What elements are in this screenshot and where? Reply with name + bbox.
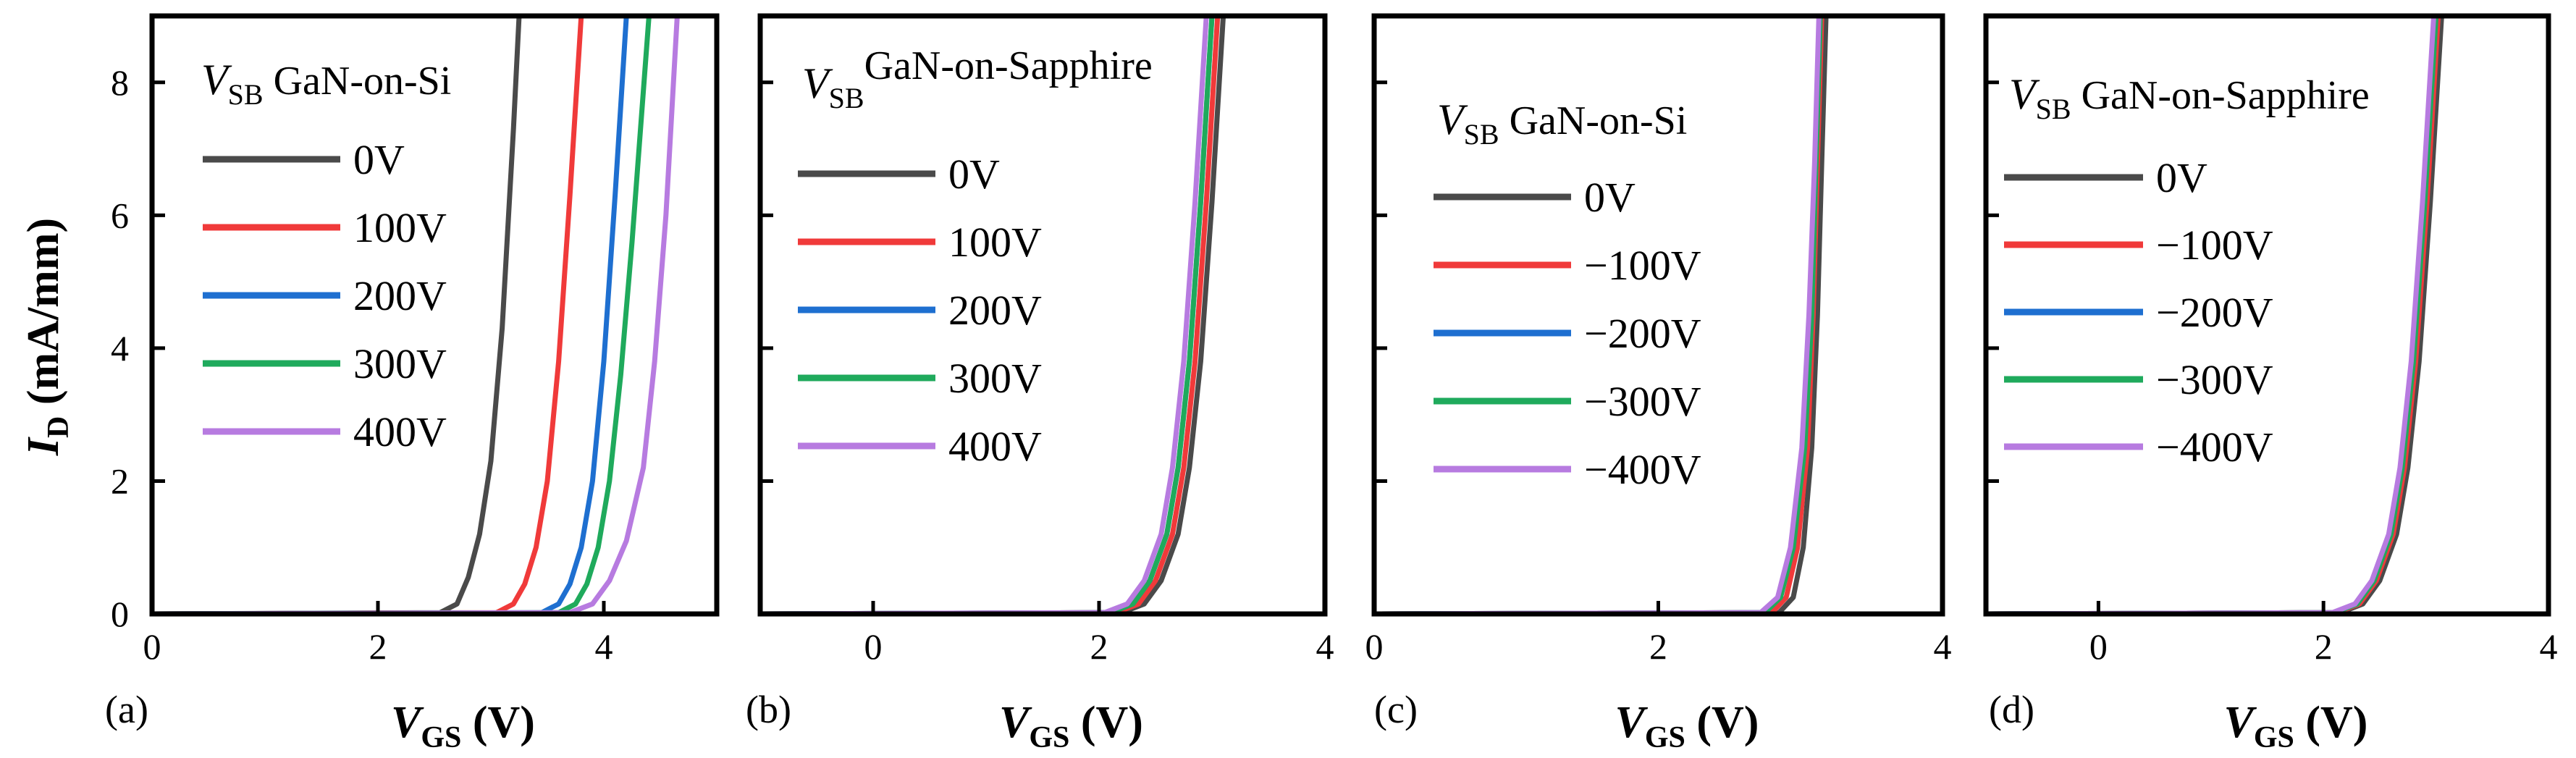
series-line-2 [152,16,584,614]
legend-label: 200V [353,272,447,319]
legend: 0V −100V −200V −300V −400V [1434,174,1701,493]
legend-header: VSB GaN-on-Si [201,56,451,111]
legend-label: 400V [948,423,1042,470]
x-tick-label: 0 [1365,626,1384,667]
x-tick-label: 0 [864,626,883,667]
plot-frame [1983,13,2551,617]
y-tick-label: 6 [111,195,129,235]
legend: 0V 100V 200V 300V 400V [798,151,1042,470]
series-line-5 [1986,16,2436,614]
panel-a: 0 2 4 0 2 4 6 8 (a) VGS (V) ID (mA/mm) VSB GaN-on-Si… [19,13,720,754]
x-tick-label: 4 [2540,626,2558,667]
legend-label: −200V [1584,310,1701,357]
panel-tag: (d) [1989,688,2034,731]
y-tick-label: 2 [111,460,129,501]
panel-d: 0 2 4 (d) VGS (V) VSB GaN-on-Sapphire 0V −100V −2… [1983,13,2558,754]
x-tick-label: 4 [1934,626,1952,667]
legend-label: −400V [1584,446,1701,493]
x-tick-label: 2 [1649,626,1667,667]
panel-c: 0 2 4 (c) VGS (V) VSB GaN-on-Si 0V −100V −200V −30… [1365,13,1952,754]
legend-label: 100V [353,204,447,251]
legend-label: 400V [353,408,447,455]
legend-label: 300V [948,355,1042,402]
x-axis-title: VGS (V) [999,698,1143,754]
x-tick-label: 2 [369,626,387,667]
legend-label: 200V [948,287,1042,334]
x-tick-label: 2 [1090,626,1108,667]
legend-label: −100V [1584,242,1701,289]
legend-header: VSB GaN-on-Si [1437,96,1687,151]
plot-frame [149,13,720,617]
x-tick-label: 4 [595,626,613,667]
legend: 0V −100V −200V −300V −400V [2004,154,2273,471]
y-tick-label: 8 [111,62,129,103]
x-tick-label: 0 [2089,626,2108,667]
panel-tag: (c) [1374,688,1418,731]
legend-label: 300V [353,340,447,387]
legend-label: 0V [1584,174,1636,221]
x-axis-title: VGS (V) [391,698,535,754]
x-tick-label: 0 [143,626,161,667]
legend: 0V 100V 200V 300V 400V [203,136,447,455]
panel-b: 0 2 4 (b) VGS (V) VSBGaN-on-Sapphire 0V 100V 200… [746,13,1334,754]
x-tick-label: 4 [1316,626,1334,667]
series-line-5 [1374,16,1822,614]
series-line-5 [760,16,1209,614]
legend-label: −300V [1584,378,1701,425]
panel-tag: (b) [746,688,791,731]
x-axis-title: VGS (V) [1615,698,1759,754]
plot-frame [757,13,1328,617]
legend-label: −300V [2156,356,2273,403]
series-line-1 [1374,16,1829,614]
series-line-4 [152,16,652,614]
legend-header: VSBGaN-on-Sapphire [802,43,1153,114]
series-line-5 [152,16,680,614]
series-line-1 [152,16,522,614]
legend-label: 100V [948,219,1042,266]
legend-label: −200V [2156,289,2273,336]
x-tick-label: 2 [2315,626,2333,667]
x-axis-title: VGS (V) [2224,698,2368,754]
series-line-3 [152,16,629,614]
legend-label: −400V [2156,424,2273,471]
y-tick-label: 4 [111,328,129,369]
y-axis-title: ID (mA/mm) [19,218,75,456]
legend-label: −100V [2156,222,2273,269]
y-tick-label: 0 [111,594,129,634]
legend-label: 0V [948,151,1000,198]
legend-label: 0V [2156,154,2207,201]
legend-label: 0V [353,136,405,183]
panel-tag: (a) [105,688,148,731]
